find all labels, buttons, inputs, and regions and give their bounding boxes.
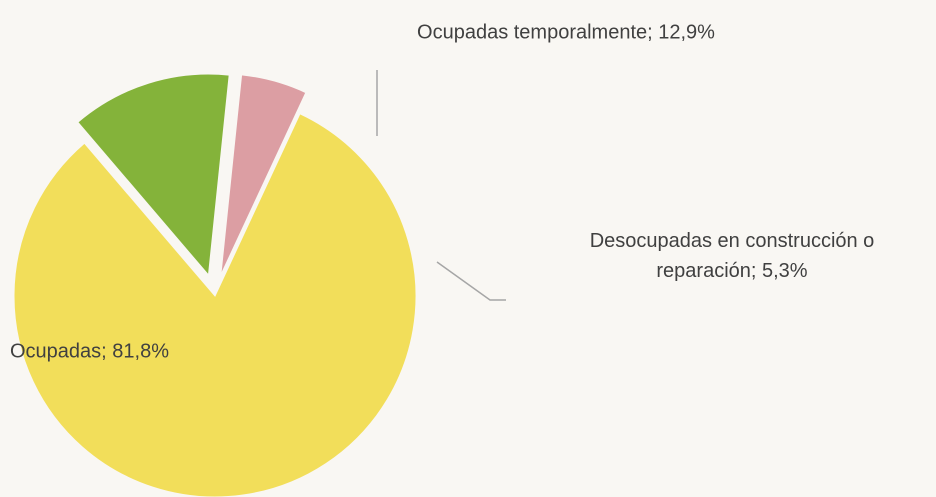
- data-label-line: Desocupadas en construcción o: [590, 230, 875, 252]
- data-label: Ocupadas; 81,8%: [10, 340, 169, 362]
- data-label: Ocupadas temporalmente; 12,9%: [417, 21, 715, 43]
- pie-slice: [220, 74, 307, 276]
- data-label-line: reparación; 5,3%: [656, 260, 807, 282]
- data-label: Desocupadas en construcción o reparación;…: [590, 230, 875, 282]
- pie-slice: [77, 73, 230, 277]
- leader-line: [436, 261, 506, 301]
- pie-slice: [13, 113, 417, 497]
